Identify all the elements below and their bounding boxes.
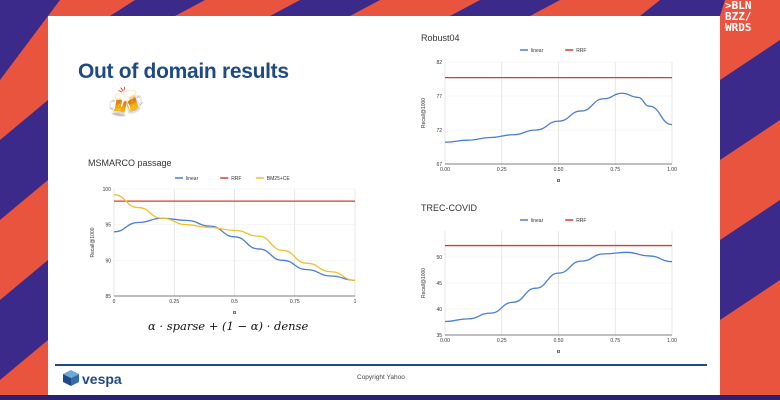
msmarco-x-tick-4: 1 bbox=[354, 299, 357, 305]
msmarco-y-tick-2: 95 bbox=[105, 223, 111, 229]
robust04-y-tick-1: 72 bbox=[436, 128, 442, 134]
msmarco-y-tick-0: 85 bbox=[105, 294, 111, 300]
event-logo: >BLN BZZ/ WRDS bbox=[725, 0, 780, 33]
msmarco-x-tick-2: 0.5 bbox=[231, 299, 238, 305]
robust04-y-label: Recall@1000 bbox=[421, 98, 427, 128]
logo-line-1: >BLN bbox=[725, 0, 752, 12]
msmarco-series-bm25-ce bbox=[113, 194, 356, 281]
trec-covid-x-tick-4: 1.00 bbox=[667, 338, 677, 344]
trec-covid-series-linear bbox=[444, 251, 673, 323]
msmarco-x-label: α bbox=[233, 310, 237, 316]
robust04-x-tick-3: 0.75 bbox=[610, 167, 620, 173]
msmarco-y-tick-3: 100 bbox=[103, 187, 112, 193]
vespa-logo-icon bbox=[63, 370, 79, 386]
msmarco-y-label: Recall@1000 bbox=[90, 227, 96, 257]
robust04-legend-label-0: linear bbox=[531, 48, 544, 54]
vespa-brand: vespa bbox=[82, 371, 122, 387]
chart-title-msmarco: MSMARCO passage bbox=[88, 158, 172, 168]
robust04-y-tick-3: 82 bbox=[436, 60, 442, 66]
trec-covid-x-label: α bbox=[557, 349, 561, 355]
trec-covid-y-tick-3: 50 bbox=[436, 255, 442, 261]
msmarco-series-linear bbox=[113, 217, 356, 281]
chart-title-robust04: Robust04 bbox=[421, 33, 460, 43]
footer-divider bbox=[55, 364, 707, 366]
robust04-x-tick-1: 0.25 bbox=[497, 167, 507, 173]
copyright-text: Copyright Yahoo bbox=[357, 374, 405, 381]
robust04-x-label: α bbox=[557, 178, 561, 184]
trec-covid-legend-label-0: linear bbox=[531, 218, 544, 224]
trec-covid-x-tick-0: 0.00 bbox=[440, 338, 450, 344]
robust04-series-linear bbox=[444, 92, 673, 143]
msmarco-y-tick-1: 90 bbox=[105, 258, 111, 264]
trec-covid-x-tick-1: 0.25 bbox=[497, 338, 507, 344]
logo-line-3: WRDS bbox=[725, 21, 752, 34]
slide-title: Out of domain results bbox=[78, 60, 289, 83]
slide-canvas bbox=[48, 16, 720, 395]
msmarco-x-tick-0: 0 bbox=[113, 299, 116, 305]
trec-covid-y-tick-0: 35 bbox=[436, 333, 442, 339]
trec-covid-y-tick-2: 45 bbox=[436, 281, 442, 287]
trec-covid-y-tick-1: 40 bbox=[436, 307, 442, 313]
robust04-y-tick-0: 67 bbox=[436, 162, 442, 168]
robust04-y-tick-2: 77 bbox=[436, 94, 442, 100]
msmarco-legend-label-0: linear bbox=[186, 176, 199, 182]
trec-covid-y-label: Recall@1000 bbox=[421, 268, 427, 298]
msmarco-legend-label-2: BM25+CE bbox=[267, 176, 291, 182]
beer-mugs-icon: 🍻 bbox=[107, 86, 145, 121]
msmarco-x-tick-1: 0.25 bbox=[169, 299, 179, 305]
chart-title-trec-covid: TREC-COVID bbox=[421, 203, 477, 213]
robust04-x-tick-2: 0.50 bbox=[554, 167, 564, 173]
logo-line-2: BZZ/ bbox=[725, 10, 752, 23]
msmarco-legend-label-1: RRF bbox=[231, 176, 241, 182]
fusion-formula: α · sparse + (1 − α) · dense bbox=[148, 319, 309, 333]
robust04-x-tick-0: 0.00 bbox=[440, 167, 450, 173]
msmarco-x-tick-3: 0.75 bbox=[290, 299, 300, 305]
trec-covid-legend-label-1: RRF bbox=[576, 218, 586, 224]
robust04-x-tick-4: 1.00 bbox=[667, 167, 677, 173]
trec-covid-x-tick-2: 0.50 bbox=[554, 338, 564, 344]
robust04-legend-label-1: RRF bbox=[576, 48, 586, 54]
trec-covid-x-tick-3: 0.75 bbox=[610, 338, 620, 344]
